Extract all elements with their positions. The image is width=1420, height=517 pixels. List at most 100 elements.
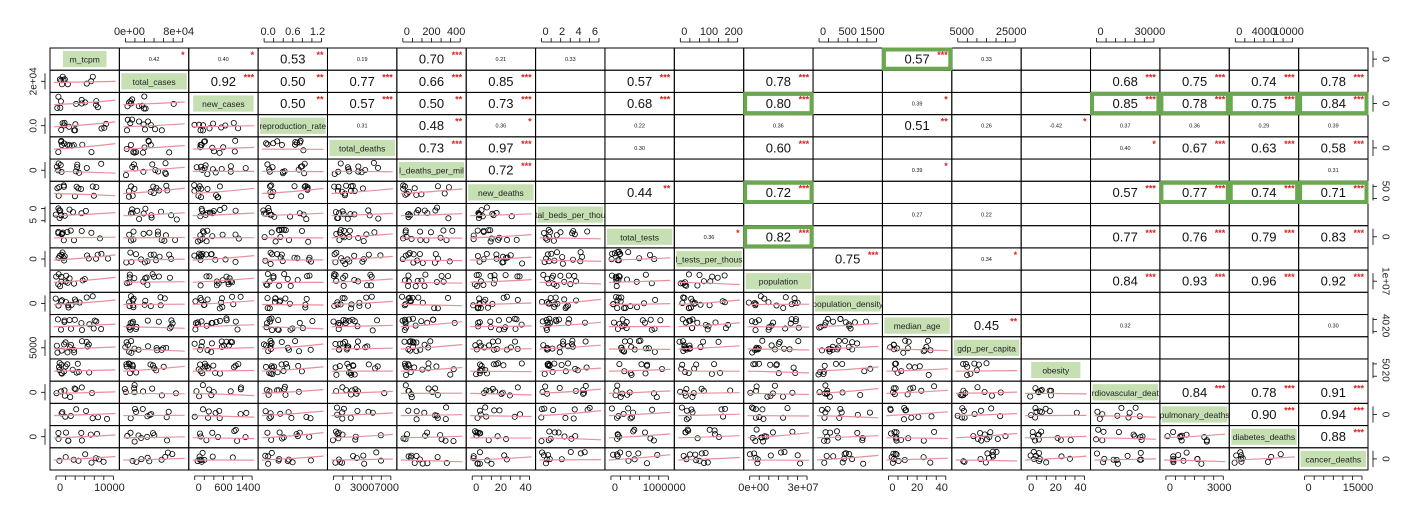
scatter-panel-8-7 [539,226,601,244]
scatter-point [287,282,294,289]
scatter-point [1183,449,1190,456]
scatter-point [617,393,624,400]
scatter-point [753,383,760,390]
diag-label-box-3 [260,117,326,134]
smooth-line [331,170,393,173]
scatter-point [401,302,408,309]
axes-layer: 0e+00 8e+04 0.0 0.6 1.2 0 200 400 0 2 4 6 0 100 200 0 50… [29,26,1391,494]
scatter-point [1231,459,1238,466]
scatter-point [470,302,477,309]
scatter-panel-1-0 [53,73,116,88]
axis-tick-label: 4 [575,26,581,38]
scatter-point [750,361,757,368]
smooth-line [53,323,116,328]
panel-8-12 [881,225,953,249]
scatter-point [74,360,81,367]
scatter-point [407,338,414,345]
panel-7-14 [1020,202,1092,227]
scatter-point [1043,459,1050,466]
axis-tick-label: 20 [1379,326,1390,338]
scatter-point [444,294,451,301]
axis-tick-label: 400 [447,26,465,38]
scatter-panel-12-1 [123,317,185,333]
smooth-line [1094,458,1156,461]
corr-value-8-16: 0.76 [1182,229,1207,244]
scatter-point [418,318,425,325]
scatter-point [1132,404,1139,411]
scatter-point [647,251,654,258]
scatter-panel-9-8 [608,248,671,264]
scatter-point [210,207,217,214]
scatter-point [169,320,176,327]
scatter-point [263,320,270,327]
scatter-point [505,316,512,323]
panel-13-18 [1298,336,1369,360]
corr-value-0-13: 0.33 [981,57,992,63]
corr-value-10-15: 0.84 [1113,274,1138,289]
corr-stars-8-18: *** [1353,228,1364,238]
highlight-box-8-10 [743,225,814,249]
scatter-point [567,281,574,288]
corr-value-6-17: 0.74 [1251,185,1276,200]
panel-5-17 [1228,158,1300,182]
scatter-point [272,295,279,302]
scatter-point [561,296,568,303]
scatter-point [1096,415,1103,422]
scatter-point [1237,449,1244,456]
scatter-point [292,138,299,145]
scatter-point [274,138,281,145]
scatter-panel-16-10 [747,404,810,422]
scatter-point [582,382,589,389]
scatter-point [1125,414,1132,421]
scatter-point [960,392,967,399]
panel-5-16 [1159,158,1230,182]
axis-tick-label: 0 [612,482,618,494]
scatter-point [631,426,638,433]
scatter-point [209,429,216,436]
scatter-point [381,390,388,397]
scatter-point [365,207,372,214]
scatter-point [837,315,844,322]
scatter-point [285,409,292,416]
scatter-point [1194,455,1201,462]
corr-stars-2-15: *** [1145,95,1156,105]
panel-4-9 [673,136,745,160]
scatter-panel-9-3 [262,249,324,267]
scatter-point [477,367,484,374]
smooth-line [539,388,602,394]
scatter-point [569,341,576,348]
scatter-point [353,455,360,462]
scatter-point [476,295,483,302]
scatter-point [339,415,346,422]
scatter-point [149,271,156,278]
scatter-panel-10-3 [262,270,324,289]
panel-0-15 [1090,47,1161,71]
scatter-point [306,433,313,440]
scatter-point [86,321,93,328]
scatter-point [681,294,688,301]
smooth-line [400,459,463,463]
scatter-point [68,325,75,332]
scatter-point [768,322,775,329]
smooth-line [608,303,671,306]
scatter-point [893,435,900,442]
corr-value-0-3: 0.53 [280,52,305,67]
scatter-point [54,185,61,192]
scatter-panel-17-16 [1163,428,1226,445]
scatter-point [300,147,307,154]
smooth-line [886,348,948,352]
scatter-point [1002,433,1009,440]
scatter-point [144,118,151,125]
scatter-point [748,318,755,325]
panel-12-14 [1020,314,1092,338]
scatter-point [689,393,696,400]
corr-stars-4-10: *** [799,139,810,149]
scatter-point [75,185,82,192]
scatter-point [892,385,899,392]
scatter-panel-18-5 [400,452,463,467]
smooth-line [123,436,185,439]
scatter-point [126,271,133,278]
scatter-point [551,429,558,436]
scatter-point [132,251,139,258]
